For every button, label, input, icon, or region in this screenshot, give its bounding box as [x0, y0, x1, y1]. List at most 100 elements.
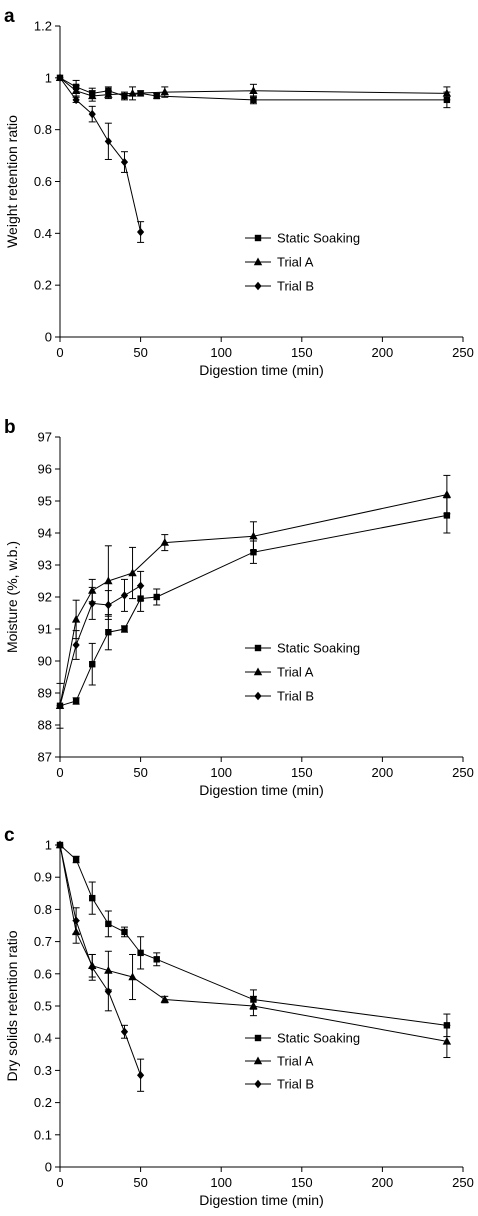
y-tick-label: 0.6 — [34, 966, 52, 981]
data-point — [88, 599, 96, 608]
legend: Static Soaking Trial A Trial B — [245, 231, 360, 294]
y-tick-label: 0 — [45, 330, 52, 345]
legend-label: Trial B — [277, 279, 314, 294]
y-tick-label: 97 — [38, 430, 52, 445]
legend-label: Trial A — [277, 665, 314, 680]
x-tick-label: 50 — [133, 1175, 147, 1190]
x-axis-title: Digestion time (min) — [199, 362, 323, 378]
x-tick-label: 0 — [56, 345, 63, 360]
legend-label: Trial B — [277, 1077, 314, 1092]
y-tick-label: 0.2 — [34, 278, 52, 293]
y-tick-label: 0.4 — [34, 1031, 52, 1046]
series-trial-a — [55, 840, 452, 1059]
legend: Static Soaking Trial A Trial B — [245, 1031, 360, 1092]
legend-marker — [254, 691, 262, 701]
data-point — [137, 949, 144, 957]
data-point — [56, 73, 64, 83]
data-point — [121, 625, 128, 633]
data-point — [72, 916, 80, 925]
x-tick-label: 150 — [291, 765, 313, 780]
data-point — [250, 549, 257, 556]
series-trial-b — [56, 840, 145, 1092]
data-point — [250, 96, 257, 104]
data-point — [442, 1036, 452, 1045]
data-point — [442, 490, 452, 498]
legend-marker — [253, 257, 263, 266]
series-line — [59, 844, 447, 1042]
panel-letter: a — [4, 6, 15, 27]
y-tick-label: 95 — [38, 494, 52, 509]
x-tick-label: 200 — [372, 345, 394, 360]
data-point — [249, 531, 258, 540]
legend-marker — [254, 281, 262, 291]
data-point — [120, 157, 129, 167]
data-point — [72, 856, 80, 863]
legend-label: Trial A — [277, 255, 314, 270]
legend-label: Static Soaking — [277, 1031, 360, 1046]
data-point — [153, 593, 160, 601]
panel-letter: c — [4, 825, 15, 846]
y-tick-label: 89 — [38, 686, 52, 701]
data-point — [137, 1071, 145, 1080]
data-point — [121, 92, 128, 100]
series-trial-a — [55, 73, 452, 102]
y-tick-label: 0.1 — [34, 1127, 52, 1142]
data-point — [128, 972, 137, 981]
y-tick-label: 91 — [38, 622, 52, 637]
data-point — [120, 591, 129, 600]
data-point — [104, 987, 112, 996]
legend-label: Trial B — [277, 689, 314, 704]
legend-marker — [253, 1056, 263, 1065]
y-tick-label: 1.2 — [34, 19, 52, 34]
data-point — [249, 86, 258, 94]
y-tick-label: 0.6 — [34, 174, 52, 189]
data-point — [104, 137, 112, 146]
chart-panel-b: b 87 88 89 90 91 92 93 94 95 96 97 0 50 100 150 200 250 Di… — [4, 417, 474, 798]
y-tick-label: 0.8 — [34, 902, 52, 917]
data-point — [104, 576, 113, 585]
data-point — [153, 92, 160, 100]
panel-letter: b — [4, 417, 16, 438]
x-tick-label: 250 — [452, 345, 474, 360]
series-line — [59, 77, 142, 233]
x-tick-label: 200 — [372, 1175, 394, 1190]
data-point — [56, 701, 64, 710]
series-trial-b — [56, 73, 145, 243]
data-point — [120, 1027, 129, 1036]
series-trial-b — [56, 570, 145, 710]
data-point — [71, 614, 81, 623]
x-axis-title: Digestion time (min) — [199, 782, 323, 798]
x-tick-label: 250 — [452, 765, 474, 780]
legend-label: Static Soaking — [277, 641, 360, 656]
y-tick-label: 0.5 — [34, 999, 52, 1014]
legend-marker — [254, 1034, 262, 1042]
y-tick-label: 0.7 — [34, 934, 52, 949]
data-point — [105, 629, 112, 636]
data-point — [160, 538, 169, 546]
data-point — [128, 88, 137, 97]
y-tick-label: 87 — [38, 750, 52, 765]
y-tick-label: 94 — [38, 526, 52, 541]
legend-marker — [253, 667, 263, 676]
legend-marker — [254, 1079, 262, 1089]
y-tick-label: 0.4 — [34, 226, 52, 241]
y-tick-label: 90 — [38, 654, 52, 669]
legend-marker — [254, 644, 262, 652]
series-trial-a — [55, 474, 452, 709]
y-tick-label: 0.9 — [34, 870, 52, 885]
chart-panel-a: a 0 0.2 0.4 0.6 0.8 1 1.2 0 50 100 150 200 250 Digesti… — [4, 6, 474, 378]
x-tick-label: 150 — [291, 1175, 313, 1190]
x-tick-label: 200 — [372, 765, 394, 780]
x-tick-label: 100 — [210, 765, 232, 780]
y-tick-label: 0.3 — [34, 1063, 52, 1078]
data-point — [56, 840, 64, 850]
y-tick-label: 0.2 — [34, 1095, 52, 1110]
series-line — [59, 494, 447, 706]
y-tick-label: 0 — [45, 1160, 52, 1175]
data-point — [137, 227, 145, 237]
x-tick-label: 100 — [210, 345, 232, 360]
x-tick-label: 0 — [56, 765, 63, 780]
legend-marker — [254, 234, 262, 242]
